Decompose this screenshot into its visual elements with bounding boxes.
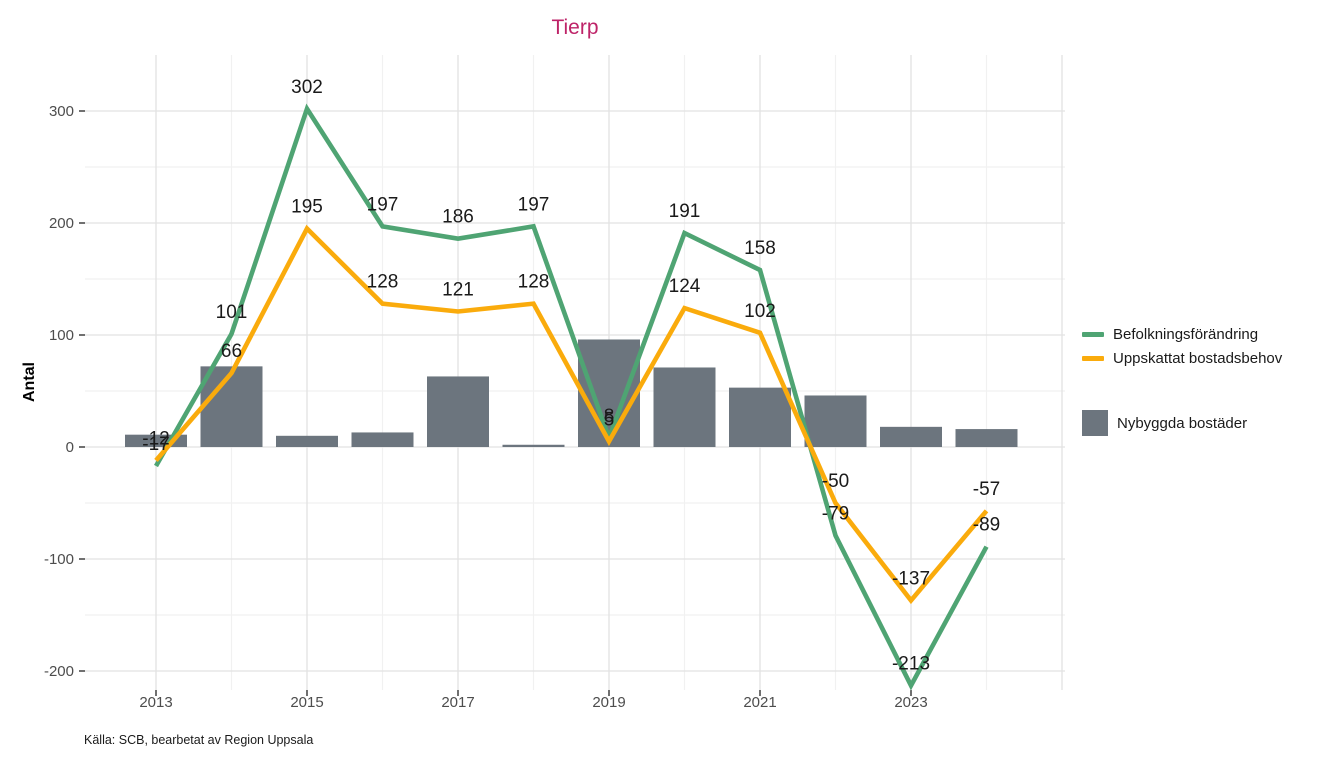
data-label: 101 xyxy=(216,302,248,323)
data-label: 124 xyxy=(669,276,701,297)
legend-item-new-housing: Nybyggda bostäder xyxy=(1082,410,1282,436)
data-label: -137 xyxy=(892,568,930,589)
data-label: 128 xyxy=(367,272,399,293)
bar xyxy=(880,426,942,447)
bar xyxy=(276,435,338,447)
bar xyxy=(955,429,1018,447)
y-tick-label: 200 xyxy=(49,215,74,232)
bar xyxy=(578,339,640,447)
bar xyxy=(427,376,489,447)
y-tick-label: -200 xyxy=(44,663,74,680)
x-tick-label: 2017 xyxy=(441,694,474,711)
data-label: 197 xyxy=(367,194,399,215)
y-tick-label: -100 xyxy=(44,551,74,568)
data-label: 302 xyxy=(291,77,323,98)
data-label: -50 xyxy=(822,471,849,492)
bar xyxy=(729,387,791,447)
data-label: 128 xyxy=(518,272,550,293)
bar xyxy=(351,432,414,447)
legend-label: Befolkningsförändring xyxy=(1113,325,1259,343)
legend-label: Uppskattat bostadsbehov xyxy=(1113,349,1283,367)
data-label: 102 xyxy=(744,301,776,322)
data-label: -79 xyxy=(822,503,849,524)
data-label: 191 xyxy=(669,201,701,222)
x-tick-label: 2023 xyxy=(894,694,927,711)
bar xyxy=(653,367,716,447)
x-tick-label: 2019 xyxy=(592,694,625,711)
x-tick-label: 2021 xyxy=(743,694,776,711)
y-tick-label: 300 xyxy=(49,103,74,120)
data-label: 197 xyxy=(518,194,550,215)
chart-title: Tierp xyxy=(551,16,599,39)
legend: Befolkningsförändring Uppskattat bostads… xyxy=(1082,322,1282,436)
bar xyxy=(804,395,867,447)
data-label: 158 xyxy=(744,238,776,259)
data-label: 195 xyxy=(291,197,323,218)
housing-need-line-swatch-icon xyxy=(1082,355,1104,361)
y-tick-label: 100 xyxy=(49,327,74,344)
bar xyxy=(502,444,565,447)
data-label: 5 xyxy=(604,409,615,430)
data-label: 66 xyxy=(221,341,242,362)
bar xyxy=(200,366,263,447)
data-label: -213 xyxy=(892,654,930,675)
y-tick-label: 0 xyxy=(66,439,74,456)
legend-label: Nybyggda bostäder xyxy=(1117,414,1248,432)
data-label: 8 xyxy=(604,406,615,427)
x-tick-label: 2015 xyxy=(290,694,323,711)
data-label: -89 xyxy=(973,515,1000,536)
legend-item-housing-need: Uppskattat bostadsbehov xyxy=(1082,346,1282,370)
x-tick-label: 2013 xyxy=(139,694,172,711)
new-housing-bar-swatch-icon xyxy=(1082,410,1108,436)
population-line xyxy=(154,103,989,691)
data-label: 186 xyxy=(442,207,474,228)
data-label: 121 xyxy=(442,279,474,300)
source-caption: Källa: SCB, bearbetat av Region Uppsala xyxy=(84,733,314,747)
data-label: -12 xyxy=(142,428,169,449)
housing-need-line xyxy=(154,224,989,605)
data-label: -57 xyxy=(973,479,1000,500)
data-label: -17 xyxy=(142,434,169,455)
population-line-swatch-icon xyxy=(1082,331,1104,337)
legend-item-population: Befolkningsförändring xyxy=(1082,322,1282,346)
